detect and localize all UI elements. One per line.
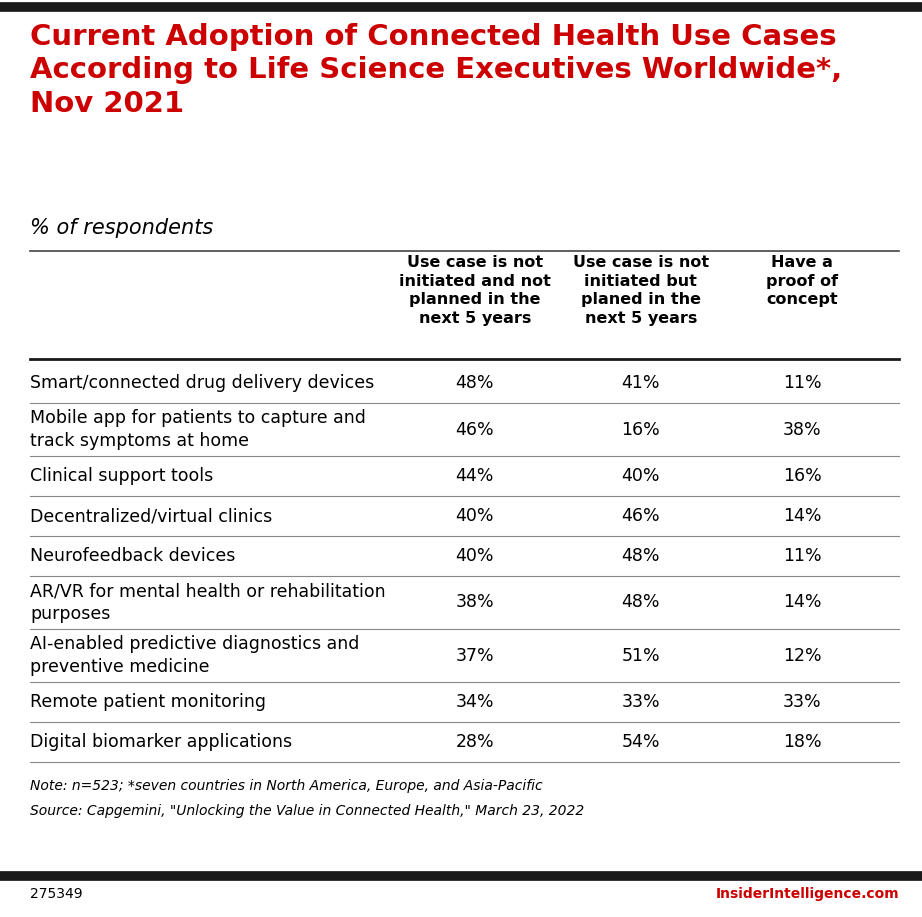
Text: 16%: 16% — [783, 467, 822, 485]
Text: 44%: 44% — [455, 467, 494, 485]
Text: Neurofeedback devices: Neurofeedback devices — [30, 547, 236, 565]
Text: AR/VR for mental health or rehabilitation
purposes: AR/VR for mental health or rehabilitatio… — [30, 582, 386, 623]
Text: 11%: 11% — [783, 547, 822, 565]
Text: 54%: 54% — [621, 733, 660, 751]
Text: 40%: 40% — [455, 547, 494, 565]
Text: % of respondents: % of respondents — [30, 218, 214, 238]
Text: Mobile app for patients to capture and
track symptoms at home: Mobile app for patients to capture and t… — [30, 409, 366, 450]
Text: 38%: 38% — [455, 593, 494, 612]
Text: 16%: 16% — [621, 421, 660, 438]
Text: 38%: 38% — [783, 421, 822, 438]
Text: 12%: 12% — [783, 646, 822, 665]
Text: 48%: 48% — [621, 547, 660, 565]
Text: Use case is not
initiated and not
planned in the
next 5 years: Use case is not initiated and not planne… — [399, 255, 550, 326]
Text: 37%: 37% — [455, 646, 494, 665]
Text: InsiderIntelligence.com: InsiderIntelligence.com — [715, 887, 899, 900]
Text: 40%: 40% — [455, 507, 494, 525]
Text: Remote patient monitoring: Remote patient monitoring — [30, 693, 266, 712]
Text: 41%: 41% — [621, 374, 660, 392]
Text: Current Adoption of Connected Health Use Cases
According to Life Science Executi: Current Adoption of Connected Health Use… — [30, 23, 843, 118]
Text: 33%: 33% — [783, 693, 822, 712]
Text: 14%: 14% — [783, 507, 822, 525]
Text: 28%: 28% — [455, 733, 494, 751]
Text: AI-enabled predictive diagnostics and
preventive medicine: AI-enabled predictive diagnostics and pr… — [30, 635, 360, 676]
Text: 46%: 46% — [621, 507, 660, 525]
Text: 275349: 275349 — [30, 887, 83, 900]
Text: Smart/connected drug delivery devices: Smart/connected drug delivery devices — [30, 374, 374, 392]
Text: Digital biomarker applications: Digital biomarker applications — [30, 733, 292, 751]
Text: 48%: 48% — [621, 593, 660, 612]
Text: Clinical support tools: Clinical support tools — [30, 467, 214, 485]
Text: 48%: 48% — [455, 374, 494, 392]
Text: 46%: 46% — [455, 421, 494, 438]
Text: 18%: 18% — [783, 733, 822, 751]
Text: 34%: 34% — [455, 693, 494, 712]
Text: Use case is not
initiated but
planed in the
next 5 years: Use case is not initiated but planed in … — [573, 255, 709, 326]
Text: Source: Capgemini, "Unlocking the Value in Connected Health," March 23, 2022: Source: Capgemini, "Unlocking the Value … — [30, 804, 585, 818]
Text: Decentralized/virtual clinics: Decentralized/virtual clinics — [30, 507, 273, 525]
Text: Have a
proof of
concept: Have a proof of concept — [766, 255, 838, 307]
Text: 51%: 51% — [621, 646, 660, 665]
Text: Note: n=523; *seven countries in North America, Europe, and Asia-Pacific: Note: n=523; *seven countries in North A… — [30, 779, 543, 792]
Text: 14%: 14% — [783, 593, 822, 612]
Text: 33%: 33% — [621, 693, 660, 712]
Text: 11%: 11% — [783, 374, 822, 392]
Text: 40%: 40% — [621, 467, 660, 485]
